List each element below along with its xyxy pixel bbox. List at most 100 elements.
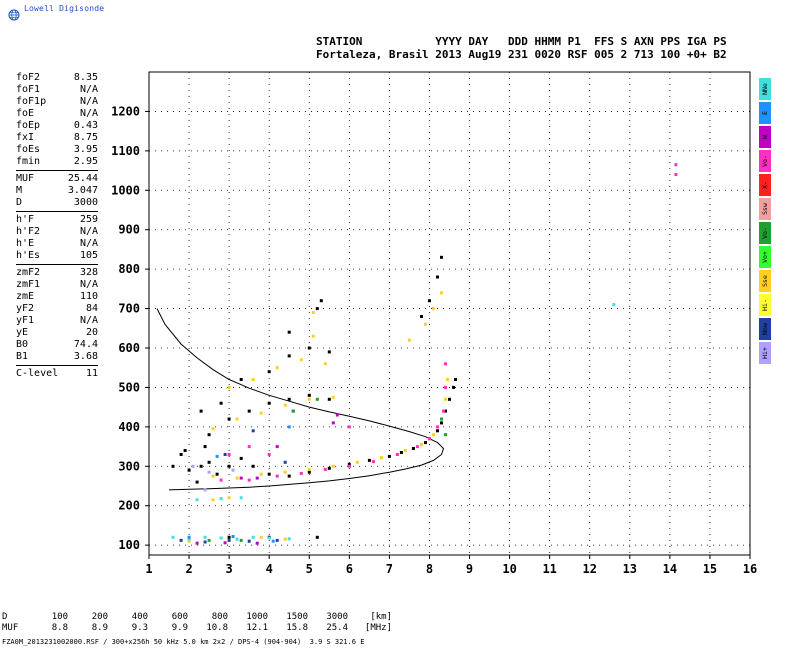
echo-point [420, 315, 423, 318]
param-name: h'Es [16, 250, 41, 261]
echo-point [227, 535, 231, 539]
echo-point [283, 460, 287, 464]
echo-point [227, 538, 231, 542]
echo-point [211, 474, 215, 478]
legend-label: Nnw [761, 323, 769, 335]
echo-point [415, 445, 419, 449]
param-row: M 3.047 [16, 185, 98, 197]
param-name: yF1 [16, 315, 35, 326]
param-row: zmF1 N/A [16, 279, 98, 291]
param-row: foF2 8.35 [16, 72, 98, 84]
param-row: MUF 25.44 [16, 173, 98, 185]
param-row: foF1p N/A [16, 96, 98, 108]
echo-point [448, 397, 451, 401]
legend-label: Hi- [761, 299, 769, 311]
table-cell: 1000 [246, 612, 268, 622]
x-tick-label: 13 [623, 562, 637, 576]
param-name: B1 [16, 351, 29, 362]
echo-point [436, 275, 439, 279]
echo-point [247, 539, 251, 543]
echo-point [203, 445, 207, 449]
y-tick-label: 900 [118, 223, 140, 237]
echo-point [436, 429, 439, 433]
echo-point [227, 453, 231, 456]
echo-point [223, 541, 227, 545]
echo-point [315, 397, 319, 401]
echo-point [283, 470, 287, 474]
echo-point [219, 478, 223, 482]
param-value: 2.95 [73, 156, 98, 167]
legend-label: Ssw [761, 203, 769, 215]
param-row: B0 74.4 [16, 339, 98, 351]
echo-point [307, 467, 311, 471]
echo-point [223, 453, 227, 456]
param-value: 8.75 [73, 132, 98, 143]
param-row: yF2 84 [16, 303, 98, 315]
echo-point [432, 307, 435, 311]
echo-point [323, 362, 327, 366]
echo-point [424, 322, 427, 326]
echo-point [315, 535, 319, 539]
table-cell: 8.9 [91, 623, 108, 633]
echo-point [283, 537, 287, 541]
echo-point [219, 401, 223, 405]
param-value: N/A [79, 108, 98, 119]
param-name: h'F2 [16, 226, 41, 237]
echo-point [440, 291, 443, 295]
legend-label: Vo- [761, 155, 769, 167]
legend-label: NNe [761, 83, 769, 95]
echo-point [251, 535, 255, 539]
param-value: N/A [79, 238, 98, 249]
table-cell: 200 [91, 612, 108, 622]
param-value: N/A [79, 84, 98, 95]
param-name: foE [16, 108, 35, 119]
param-value: 84 [85, 303, 98, 314]
param-row: foF1 N/A [16, 84, 98, 96]
echo-point [231, 468, 235, 472]
param-row: h'Es 105 [16, 250, 98, 262]
table-cell: 1500 [286, 612, 308, 622]
echo-point [347, 462, 351, 466]
echo-point [440, 255, 443, 259]
echo-point [199, 464, 203, 468]
echo-point [247, 409, 251, 413]
echo-point [674, 173, 678, 176]
echo-point [387, 454, 391, 458]
echo-point [247, 445, 251, 449]
echo-point [227, 385, 231, 389]
table-cell: 600 [171, 612, 188, 622]
echo-point [371, 460, 375, 464]
echo-point [195, 480, 199, 484]
param-name: fmin [16, 156, 41, 167]
scaled-parameters-panel: foF2 8.35 foF1 N/A foF1p N/A foE N/A foEp 0.43 fxI… [16, 72, 98, 380]
x-tick-label: 11 [542, 562, 556, 576]
echo-point [367, 458, 371, 462]
echo-point [251, 464, 255, 468]
x-tick-label: 3 [226, 562, 233, 576]
y-tick-label: 200 [118, 499, 140, 513]
param-value: 3.95 [73, 144, 98, 155]
table-cell: 10.8 [206, 623, 228, 633]
x-tick-label: 15 [703, 562, 717, 576]
echo-point [203, 488, 207, 492]
echo-point [183, 449, 187, 452]
echo-point [307, 397, 311, 401]
param-row: fmin 2.95 [16, 156, 98, 168]
echo-point [207, 460, 211, 464]
echo-point [331, 464, 335, 468]
y-tick-label: 1200 [111, 104, 140, 118]
echo-point [267, 453, 271, 456]
echo-point [275, 445, 279, 449]
x-tick-label: 12 [583, 562, 597, 576]
param-name: yE [16, 327, 29, 338]
brand-name: Lowell Digisonde [24, 4, 105, 13]
x-tick-label: 8 [426, 562, 433, 576]
legend-label: X- [761, 181, 769, 189]
echo-point [327, 350, 331, 354]
param-separator [16, 170, 98, 171]
legend-swatch: Vo+ [759, 246, 771, 268]
echo-point [227, 417, 231, 421]
table-cell: 12.1 [246, 623, 268, 633]
echo-point [444, 385, 447, 389]
echo-point [267, 401, 271, 405]
